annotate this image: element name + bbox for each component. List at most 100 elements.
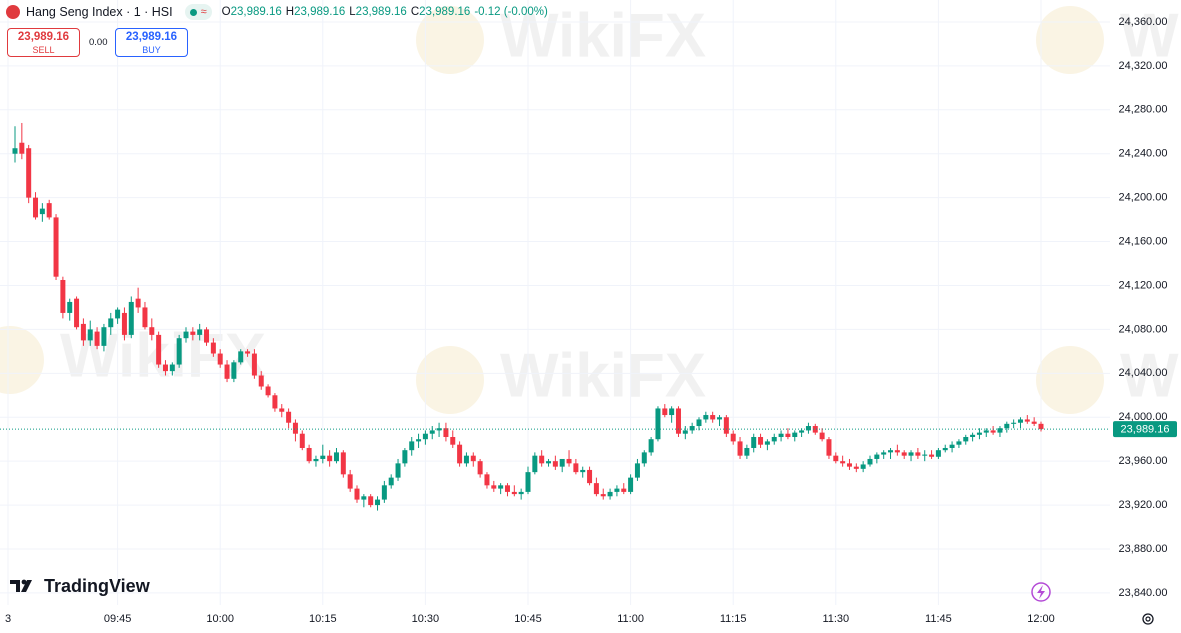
y-tick-label: 24,040.00 [1119,367,1168,379]
sell-label: SELL [32,45,55,55]
candle-body [552,461,558,467]
candle-body [1031,421,1037,424]
y-tick-label: 24,240.00 [1119,148,1168,160]
candle-body [908,452,914,456]
symbol-title: Hang Seng Index · 1 · HSI [26,5,173,19]
candle-body [162,364,168,372]
candle-body [812,426,818,433]
spread: 0.00 [89,37,108,48]
candle-body [265,386,271,396]
candle-body [204,329,210,343]
candle-body [846,463,852,467]
tradingview-logo [10,579,32,592]
candle-body [286,411,292,423]
candle-body [840,461,846,464]
candle-body [963,437,969,442]
candle-body [388,477,394,486]
y-tick-label: 23,920.00 [1119,499,1168,511]
candle-body [443,428,449,438]
change: -0.12 (-0.00%) [474,6,548,18]
x-tick-label: 10:15 [309,613,337,625]
watermark-logo [1036,346,1104,414]
candle-body [169,364,175,372]
x-tick-label: 10:45 [514,613,542,625]
candle-body [819,432,825,440]
candle-body [956,441,962,445]
candle-body [990,430,996,433]
candle-body [894,450,900,453]
y-tick-label: 24,200.00 [1119,192,1168,204]
candle-body [416,439,422,442]
candle-body [532,455,538,473]
candle-body [197,329,203,335]
candle-body [826,439,832,456]
candle-body [614,488,620,492]
candle-body [101,327,107,346]
candle-body [580,469,586,473]
candle-body [587,469,593,484]
candle-body [949,444,955,448]
buy-label: BUY [142,45,161,55]
candle-body [121,312,127,335]
y-tick-label: 23,960.00 [1119,455,1168,467]
candle-body [60,279,66,313]
y-tick-label: 24,280.00 [1119,104,1168,116]
candle-body [183,331,189,339]
candle-body [46,203,52,218]
sell-button[interactable]: 23,989.16 SELL [7,28,80,57]
candle-body [689,426,695,431]
candle-body [888,450,894,453]
candle-body [860,464,866,469]
buy-button[interactable]: 23,989.16 BUY [115,28,188,57]
candle-body [231,362,237,379]
ohlc-key: O [221,6,231,18]
x-tick-label: 11:30 [822,613,849,625]
candle-body [327,455,333,462]
candles [12,122,1044,511]
y-tick-label: 24,160.00 [1119,235,1168,247]
candle-body [867,458,873,465]
candle-body [395,463,401,478]
ohlc-key: L [349,6,356,18]
candle-body [785,433,791,438]
candle-body [279,408,285,412]
candle-body [142,307,148,328]
candle-body [737,441,743,456]
candle-body [922,454,928,456]
candle-body [67,301,73,313]
last-price-box [1113,421,1177,438]
x-tick-label: 12:00 [1027,613,1055,625]
x-tick-label: 10:30 [412,613,440,625]
x-tick-label: 11:15 [720,613,747,625]
candle-body [156,334,162,365]
candle-body [518,491,524,495]
candle-body [805,426,811,431]
candle-body [375,499,381,506]
candle-body [498,485,504,489]
candle-body [675,408,681,434]
y-tick-label: 23,840.00 [1119,587,1168,599]
candle-body [682,430,688,434]
candle-body [272,395,278,409]
candle-body [292,422,298,434]
candle-body [299,433,305,448]
candle-body [484,474,490,486]
watermark-logo [416,6,484,74]
candle-body [1024,419,1030,422]
candle-body [935,450,941,457]
settings-icon[interactable] [1142,613,1154,625]
candle-body [566,458,572,464]
status-pill[interactable]: ≈ [184,4,212,20]
candle-body [361,496,367,500]
lightning-icon [1031,582,1051,602]
ohlc-value: 23,989.16 [355,6,407,18]
candle-body [771,437,777,442]
candle-body [648,439,654,453]
candle-body [450,437,456,445]
candle-body [901,452,907,456]
candle-body [730,433,736,442]
candle-body [313,458,319,462]
candle-body [457,444,463,464]
candle-body [12,148,18,154]
candle-body [108,318,114,328]
